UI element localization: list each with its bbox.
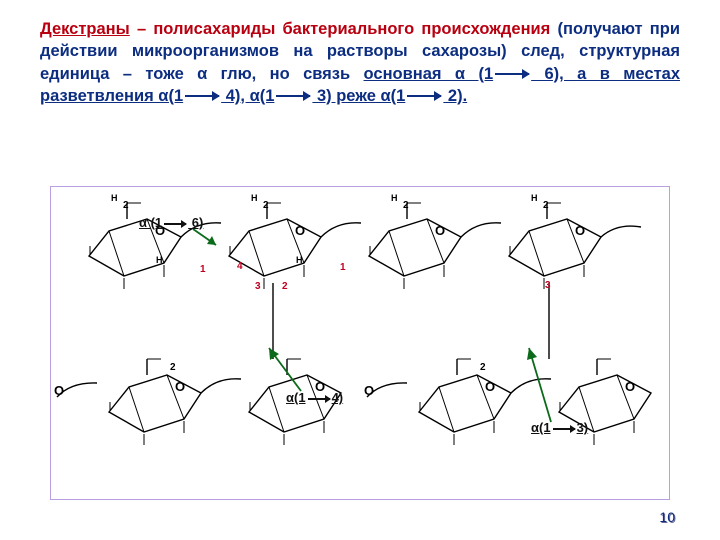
- bond-label-a16: α (1 6): [139, 215, 203, 230]
- seg1-red: полисахариды бактериального происхождени…: [153, 20, 550, 38]
- a13-post: 3): [577, 420, 589, 435]
- h-char: H: [251, 193, 258, 203]
- arrow-icon: [276, 91, 310, 101]
- a16-pre: α (1: [139, 215, 162, 230]
- pointer-arrow-a16: [193, 229, 216, 245]
- o-char: O: [295, 223, 305, 238]
- o-char: O: [485, 379, 495, 394]
- position-number: 2: [123, 200, 129, 211]
- o-char: O: [625, 379, 635, 394]
- position-number: 1: [340, 262, 346, 273]
- arrow-icon: [495, 69, 529, 79]
- o-char: O: [364, 383, 374, 398]
- position-number: 2: [170, 362, 176, 373]
- o-char: O: [175, 379, 185, 394]
- arrow-icon: [164, 220, 186, 228]
- arrow-icon: [185, 91, 219, 101]
- o-char: O: [435, 223, 445, 238]
- h-char: H: [531, 193, 538, 203]
- position-number: 2: [403, 200, 409, 211]
- bond-label-a14: α(1 4): [286, 390, 343, 405]
- link-d: 2).: [443, 87, 467, 105]
- page-number: 10 10: [659, 509, 675, 525]
- h-char: H: [296, 255, 303, 265]
- bond-label-a13: α(1 3): [531, 420, 588, 435]
- position-number: 2: [282, 281, 288, 292]
- h-char: H: [111, 193, 118, 203]
- link-c: 3) реже α(1: [312, 87, 405, 105]
- position-number: 3: [255, 281, 261, 292]
- position-number: 2: [543, 200, 549, 211]
- arrow-icon: [553, 425, 575, 433]
- a14-pre: α(1: [286, 390, 306, 405]
- a14-post: 4): [332, 390, 344, 405]
- pointer-arrow-a13: [527, 348, 551, 422]
- paragraph-block: Декстраны – полисахариды бактериального …: [40, 18, 680, 107]
- title-word: Декстраны: [40, 20, 130, 38]
- arrow-icon: [407, 91, 441, 101]
- position-number: 2: [480, 362, 486, 373]
- position-number: 2: [263, 200, 269, 211]
- dash: –: [130, 20, 154, 38]
- link-b: 4), α(1: [221, 87, 274, 105]
- o-char: O: [575, 223, 585, 238]
- position-number: 3: [545, 280, 551, 291]
- pointer-arrow-a14: [269, 348, 301, 391]
- h-char: H: [391, 193, 398, 203]
- a13-pre: α(1: [531, 420, 551, 435]
- link-pre: основная α (1: [364, 65, 494, 83]
- position-number: 4: [237, 261, 243, 272]
- position-number: 1: [200, 264, 206, 275]
- figure-box: O O O O O O O O O O H H H H H H α (1 6) …: [50, 186, 670, 500]
- h-char: H: [156, 255, 163, 265]
- o-char: O: [54, 383, 64, 398]
- arrow-icon: [308, 395, 330, 403]
- a16-post: 6): [188, 215, 203, 230]
